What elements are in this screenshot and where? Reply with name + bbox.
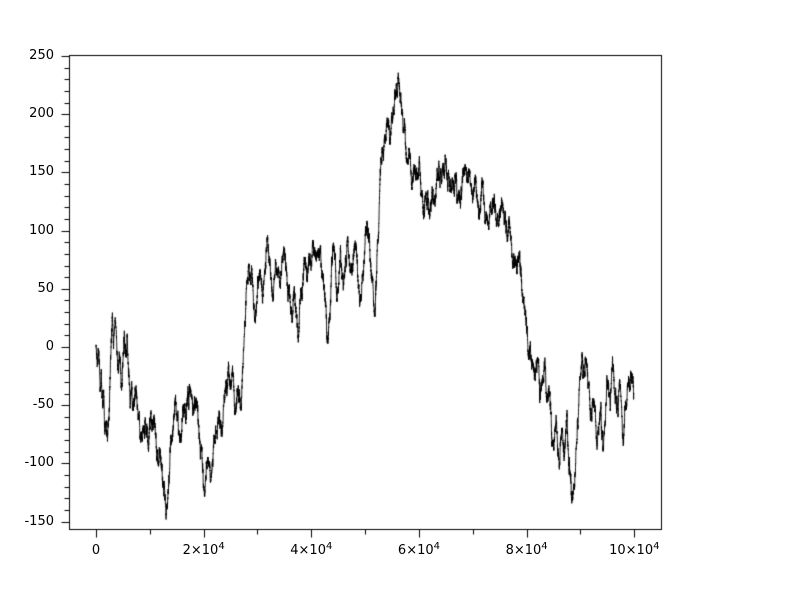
y-tick-label: 0 bbox=[45, 339, 54, 355]
x-tick-label: 6×104 bbox=[397, 541, 441, 558]
y-tick-label: 250 bbox=[29, 48, 54, 63]
x-tick-label: 4×104 bbox=[290, 541, 333, 558]
x-tick-label: 2×104 bbox=[182, 541, 225, 558]
x-tick-label: 0 bbox=[91, 543, 101, 558]
y-tick-label: -100 bbox=[24, 455, 54, 471]
y-tick-label: 50 bbox=[37, 280, 54, 296]
y-tick-label: 150 bbox=[29, 164, 54, 180]
x-tick-label: 8×104 bbox=[505, 541, 548, 558]
x-tick-label: 10×104 bbox=[609, 541, 660, 558]
y-tick-label: -50 bbox=[32, 397, 54, 413]
y-tick-label: -150 bbox=[24, 513, 54, 529]
y-tick-label: 200 bbox=[29, 106, 54, 122]
y-tick-label: 100 bbox=[29, 222, 54, 238]
